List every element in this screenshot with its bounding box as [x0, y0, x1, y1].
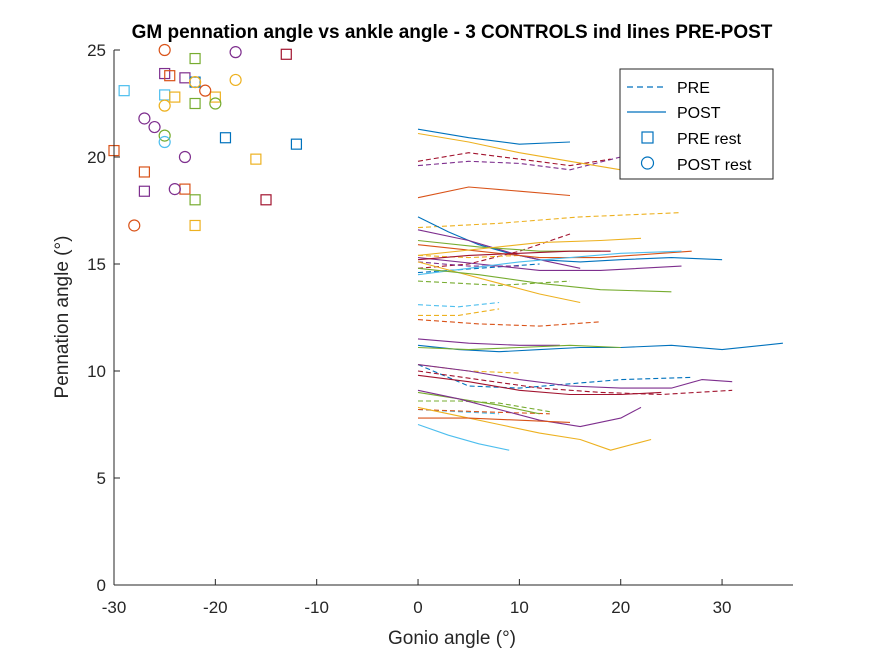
pre-series-line — [417, 408, 550, 415]
pre-series-line — [417, 254, 520, 259]
pre-series-line — [418, 308, 500, 316]
post-series-line — [417, 237, 642, 256]
post-series-line — [417, 261, 581, 304]
legend-post-rest-label: POST rest — [677, 157, 752, 174]
post-series-line — [417, 250, 682, 276]
pre-series-line — [417, 152, 611, 167]
x-tick-label: 0 — [413, 598, 422, 617]
pre-rest-marker — [138, 185, 151, 197]
pre-series-line — [417, 319, 601, 327]
rest-markers — [108, 43, 303, 232]
pre-rest-marker — [219, 132, 232, 144]
post-series-line — [417, 344, 621, 351]
post-lines — [417, 128, 783, 451]
pre-series-line — [417, 364, 692, 389]
pre-rest-marker — [118, 85, 130, 97]
x-tick-label: -10 — [304, 598, 329, 617]
x-ticks: -30 -20 -10 0 10 20 30 — [102, 579, 732, 617]
pre-rest-marker — [290, 138, 303, 150]
y-tick-label: 10 — [87, 362, 106, 381]
post-rest-marker — [199, 84, 212, 97]
legend-box — [619, 68, 774, 180]
post-series-line — [418, 417, 571, 423]
legend-post-rest-swatch — [640, 156, 655, 170]
post-rest-marker — [229, 46, 242, 59]
post-series-line — [417, 342, 783, 353]
legend-pre-label: PRE — [677, 80, 710, 97]
pre-rest-marker — [260, 194, 272, 206]
legend-post-label: POST — [677, 105, 721, 122]
legend-pre-rest-label: PRE rest — [677, 131, 742, 148]
pre-series-line — [417, 370, 733, 396]
pre-series-line — [417, 301, 500, 308]
x-tick-label: 10 — [510, 598, 529, 617]
pre-series-line — [417, 212, 682, 229]
post-series-line — [417, 406, 652, 451]
pre-series-line — [417, 156, 621, 171]
post-series-line — [417, 257, 682, 271]
post-rest-marker — [209, 97, 222, 110]
pre-rest-marker — [280, 48, 292, 60]
post-series-line — [417, 338, 560, 346]
post-rest-marker — [188, 75, 202, 89]
x-axis-label: Gonio angle (°) — [388, 628, 516, 649]
post-series-line — [417, 267, 672, 293]
y-ticks: 0 5 10 15 20 25 — [87, 41, 120, 595]
post-rest-marker — [158, 135, 171, 149]
legend: PRE POST PRE rest POST rest — [619, 68, 774, 180]
post-rest-marker — [229, 73, 242, 87]
y-tick-label: 0 — [97, 576, 106, 595]
post-rest-marker — [148, 120, 161, 134]
post-rest-marker — [158, 99, 171, 112]
pre-rest-marker — [189, 52, 201, 65]
pre-series-line — [417, 408, 500, 415]
pre-rest-marker — [169, 91, 181, 103]
x-tick-label: -30 — [102, 598, 127, 617]
pre-rest-marker — [209, 91, 221, 103]
post-series-line — [417, 128, 571, 145]
post-series-line — [417, 132, 621, 171]
post-rest-marker — [158, 129, 171, 142]
post-rest-marker — [168, 183, 181, 196]
pre-series-line — [417, 263, 540, 274]
post-series-line — [417, 423, 510, 451]
pre-rest-marker — [250, 153, 262, 165]
pre-rest-marker — [189, 97, 201, 110]
x-tick-label: 20 — [611, 598, 630, 617]
pre-lines — [417, 152, 733, 415]
x-tick-label: 30 — [713, 598, 732, 617]
post-series-line — [417, 186, 571, 199]
y-tick-label: 25 — [87, 41, 106, 60]
pre-rest-marker — [189, 219, 201, 232]
post-series-line — [417, 364, 733, 389]
x-tick-label: -20 — [203, 598, 228, 617]
pre-series-line — [417, 280, 571, 286]
legend-pre-rest-swatch — [641, 131, 654, 144]
y-axis-label: Pennation angle (°) — [52, 236, 73, 399]
chart-title: GM pennation angle vs ankle angle - 3 CO… — [132, 22, 773, 43]
pre-rest-marker — [189, 194, 201, 206]
post-rest-marker — [128, 219, 141, 232]
post-rest-marker — [158, 43, 171, 57]
pre-rest-marker — [138, 166, 151, 178]
post-rest-marker — [138, 112, 151, 125]
post-series-line — [417, 389, 642, 428]
y-tick-label: 5 — [97, 469, 106, 488]
post-series-line — [417, 374, 662, 396]
pre-rest-marker — [164, 70, 176, 82]
post-series-line — [417, 391, 540, 415]
post-rest-marker — [178, 150, 192, 164]
y-tick-label: 20 — [87, 148, 106, 167]
y-tick-label: 15 — [87, 255, 106, 274]
post-series-line — [417, 250, 611, 261]
